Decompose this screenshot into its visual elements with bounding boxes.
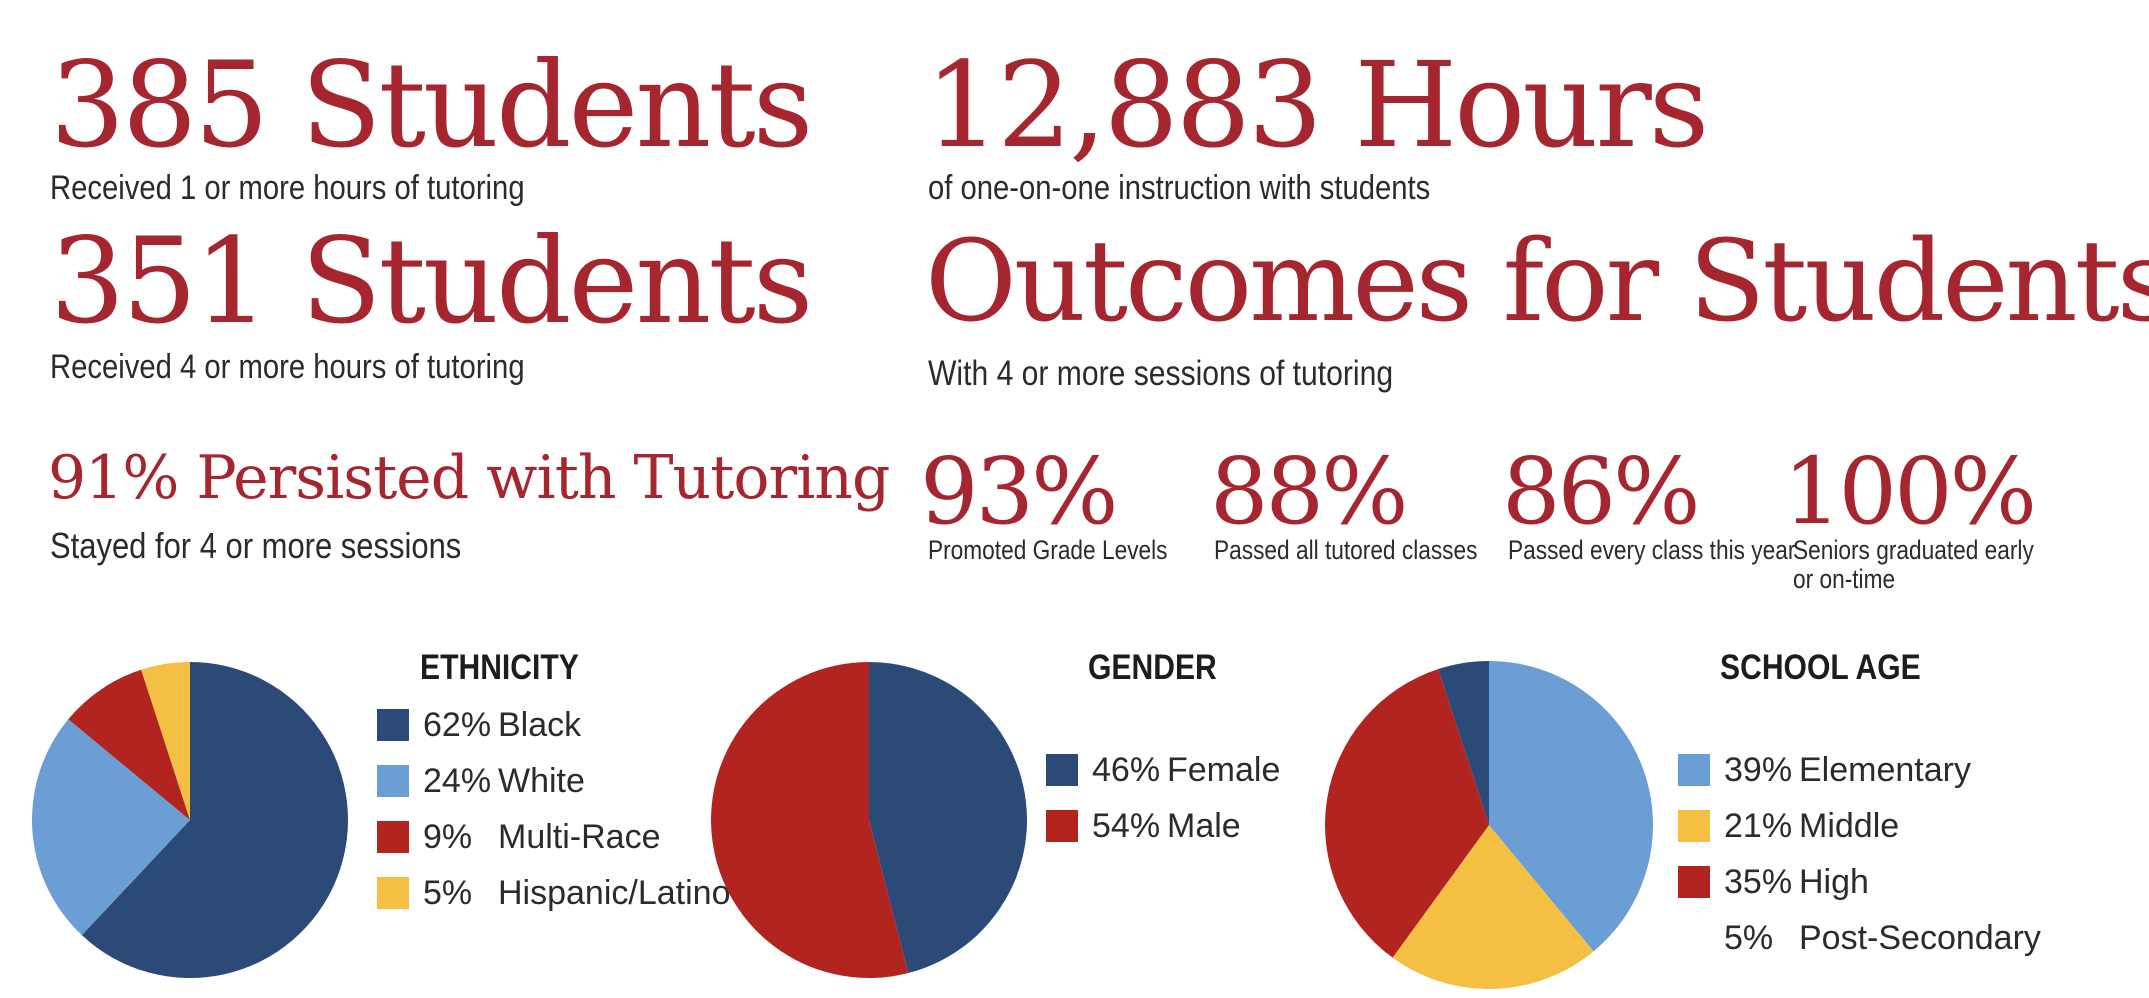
school-age-legend-swatch: [1678, 754, 1710, 786]
school-age-legend-swatch: [1678, 866, 1710, 898]
students-1-desc: Received 1 or more hours of tutoring: [50, 169, 525, 207]
ethnicity-slice-hispanic-latino: [141, 662, 190, 820]
outcomes-headline: Outcomes for Students: [925, 217, 2149, 347]
school-age-legend: 39% Elementary 21% Middle 35% High 5% Post-Seco…: [1678, 750, 2041, 974]
gender-legend-swatch: [1046, 810, 1078, 842]
ethnicity-legend: 62% Black 24% White 9% Multi-Race 5% Hispanic/L…: [377, 705, 730, 929]
metric-passed-every-label: Passed every class this year: [1508, 535, 1796, 565]
school-age-slice-post-secondary: [1438, 661, 1489, 825]
ethnicity-slice-black: [81, 662, 349, 978]
ethnicity-legend-percent: 24%: [423, 761, 492, 800]
metric-seniors-label-line1: Seniors graduated early: [1793, 535, 2034, 565]
metric-promoted-label: Promoted Grade Levels: [928, 535, 1168, 565]
ethnicity-legend-swatch: [377, 877, 409, 909]
school-age-chart-title: SCHOOL AGE: [1720, 648, 1921, 687]
students-4-desc: Received 4 or more hours of tutoring: [50, 348, 525, 386]
gender-pie-chart: [711, 662, 1027, 978]
persisted-desc: Stayed for 4 or more sessions: [50, 525, 462, 566]
metric-passed-tutored-label: Passed all tutored classes: [1214, 535, 1478, 565]
ethnicity-legend-label: Hispanic/Latino: [498, 873, 731, 912]
school-age-legend-label: Elementary: [1799, 750, 1971, 789]
school-age-legend-swatch: [1678, 810, 1710, 842]
outcomes-desc: With 4 or more sessions of tutoring: [928, 354, 1394, 393]
school-age-legend-label: Middle: [1799, 806, 1900, 845]
ethnicity-legend-percent: 9%: [423, 817, 473, 856]
metric-seniors-value: 100%: [1783, 438, 2037, 545]
school-age-slice-middle: [1392, 825, 1594, 989]
ethnicity-slice-white: [31, 719, 190, 936]
gender-legend: 46% Female 54% Male: [1046, 750, 1280, 862]
school-age-legend-swatch: [1678, 922, 1710, 954]
ethnicity-legend-label: Black: [498, 705, 582, 744]
gender-slice-female: [869, 662, 1027, 974]
school-age-legend-item-high: 35% High: [1678, 862, 2041, 902]
school-age-legend-item-post-secondary: 5% Post-Secondary: [1678, 918, 2041, 958]
school-age-slice-high: [1325, 669, 1489, 958]
gender-legend-item-female: 46% Female: [1046, 750, 1280, 790]
metric-promoted-value: 93%: [920, 438, 1118, 545]
gender-legend-percent: 46%: [1092, 750, 1161, 789]
ethnicity-legend-swatch: [377, 709, 409, 741]
hours-headline: 12,883 Hours: [925, 36, 1709, 174]
hours-desc: of one-on-one instruction with students: [928, 169, 1431, 207]
gender-legend-percent: 54%: [1092, 806, 1161, 845]
ethnicity-legend-label: White: [498, 761, 585, 800]
ethnicity-legend-item-white: 24% White: [377, 761, 730, 801]
gender-legend-label: Female: [1167, 750, 1281, 789]
school-age-legend-label: Post-Secondary: [1799, 918, 2041, 957]
school-age-legend-percent: 35%: [1724, 862, 1793, 901]
students-1-headline: 385 Students: [50, 36, 813, 174]
school-age-legend-item-middle: 21% Middle: [1678, 806, 2041, 846]
school-age-legend-item-elementary: 39% Elementary: [1678, 750, 2041, 790]
gender-legend-swatch: [1046, 754, 1078, 786]
ethnicity-slice-multi-race: [68, 669, 190, 820]
school-age-legend-percent: 39%: [1724, 750, 1793, 789]
ethnicity-legend-item-black: 62% Black: [377, 705, 730, 745]
ethnicity-legend-label: Multi-Race: [498, 817, 661, 856]
metric-seniors-label-line2: or on-time: [1793, 564, 1896, 595]
gender-slice-male: [711, 662, 909, 978]
school-age-legend-label: High: [1799, 862, 1869, 901]
metric-seniors-label: Seniors graduated early or on-time: [1793, 535, 2034, 595]
school-age-pie-chart: [1325, 661, 1653, 989]
school-age-slice-elementary: [1489, 661, 1653, 952]
ethnicity-chart-title: ETHNICITY: [420, 648, 579, 687]
ethnicity-legend-swatch: [377, 765, 409, 797]
metric-passed-tutored-value: 88%: [1210, 438, 1408, 545]
school-age-legend-percent: 21%: [1724, 806, 1793, 845]
ethnicity-pie-chart: [31, 662, 349, 978]
ethnicity-legend-swatch: [377, 821, 409, 853]
ethnicity-legend-item-multi-race: 9% Multi-Race: [377, 817, 730, 857]
ethnicity-legend-item-hispanic-latino: 5% Hispanic/Latino: [377, 873, 730, 913]
metric-passed-every-value: 86%: [1502, 438, 1700, 545]
ethnicity-legend-percent: 62%: [423, 705, 492, 744]
students-4-headline: 351 Students: [50, 212, 813, 350]
gender-chart-title: GENDER: [1088, 648, 1217, 687]
persisted-headline: 91% Persisted with Tutoring: [48, 443, 890, 513]
ethnicity-legend-percent: 5%: [423, 873, 473, 912]
gender-legend-label: Male: [1167, 806, 1241, 845]
gender-legend-item-male: 54% Male: [1046, 806, 1280, 846]
school-age-legend-percent: 5%: [1724, 918, 1774, 957]
